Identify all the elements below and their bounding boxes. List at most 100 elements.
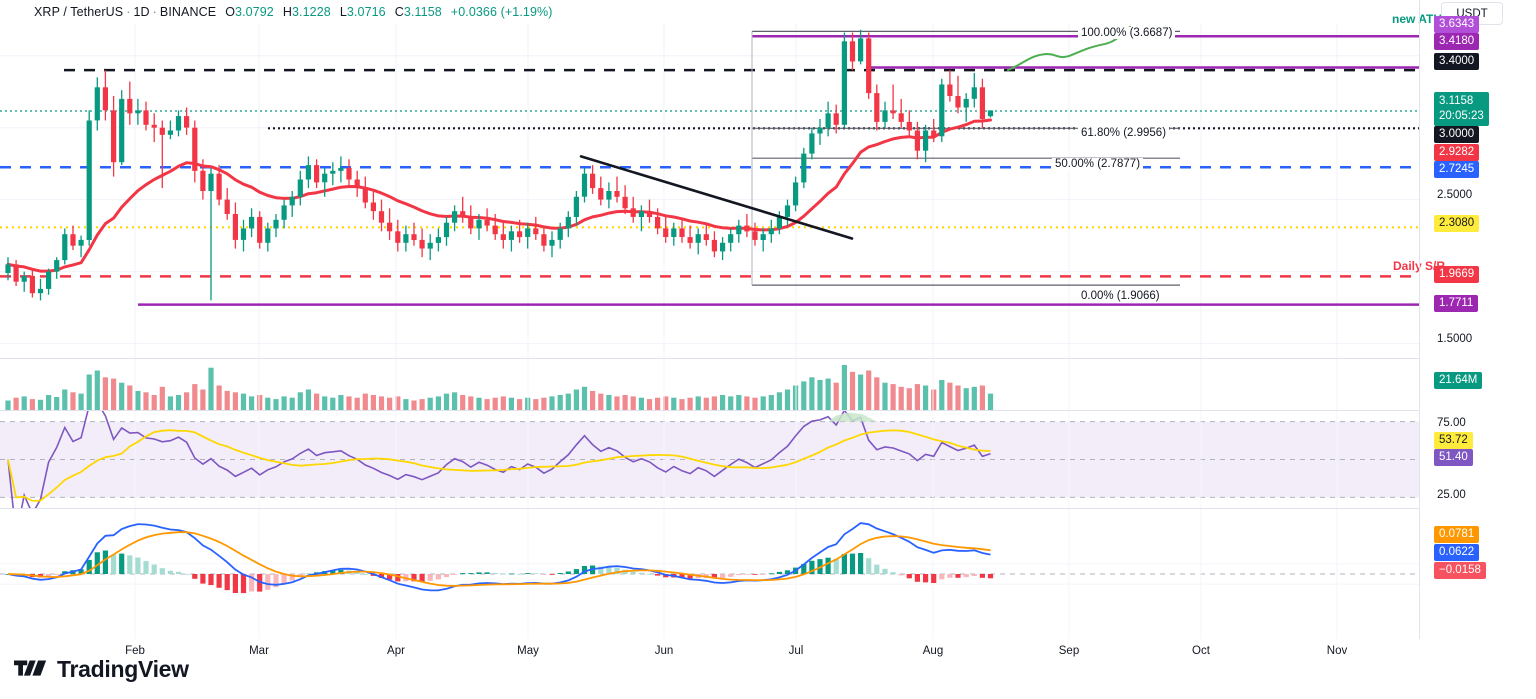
macd-axis-tag-0[interactable]: 0.0781: [1434, 526, 1480, 543]
macd-histogram-bar[interactable]: [184, 573, 190, 575]
macd-axis-tag-2[interactable]: −0.0158: [1434, 562, 1486, 579]
candle-body[interactable]: [987, 110, 994, 117]
candle-body[interactable]: [46, 271, 52, 289]
candle-body[interactable]: [557, 228, 563, 240]
macd-histogram-bar[interactable]: [127, 555, 133, 574]
volume-bar[interactable]: [346, 396, 352, 410]
volume-bar[interactable]: [5, 400, 11, 411]
macd-histogram-bar[interactable]: [565, 571, 571, 575]
macd-histogram-bar[interactable]: [305, 573, 311, 574]
volume-bar[interactable]: [768, 395, 774, 410]
macd-histogram-bar[interactable]: [492, 573, 498, 574]
price-axis-tag-5[interactable]: 2.9282: [1434, 144, 1480, 161]
volume-bar[interactable]: [21, 396, 27, 410]
candle-body[interactable]: [931, 130, 937, 137]
candle-body[interactable]: [614, 191, 620, 197]
candle-body[interactable]: [898, 113, 904, 122]
volume-bar[interactable]: [557, 395, 563, 410]
macd-histogram-bar[interactable]: [216, 574, 222, 588]
macd-histogram-bar[interactable]: [200, 574, 206, 584]
candle-body[interactable]: [167, 130, 173, 135]
volume-bar[interactable]: [736, 395, 742, 410]
candle-body[interactable]: [622, 196, 628, 209]
exchange-label[interactable]: BINANCE: [159, 5, 217, 19]
candle-body[interactable]: [468, 216, 474, 229]
candle-body[interactable]: [971, 87, 977, 99]
volume-pane[interactable]: [0, 359, 1419, 410]
macd-histogram-bar[interactable]: [330, 570, 336, 574]
macd-histogram-bar[interactable]: [143, 561, 149, 574]
rsi-pane[interactable]: [0, 411, 1419, 508]
candle-body[interactable]: [249, 216, 255, 229]
volume-bar[interactable]: [898, 386, 904, 410]
candle-body[interactable]: [695, 234, 701, 243]
candle-body[interactable]: [265, 228, 271, 243]
volume-bar[interactable]: [184, 392, 190, 410]
volume-bar[interactable]: [500, 396, 506, 410]
rsi-axis-tag-0[interactable]: 53.72: [1434, 432, 1473, 449]
macd-histogram-bar[interactable]: [111, 554, 117, 574]
volume-bar[interactable]: [590, 390, 596, 410]
volume-bar[interactable]: [752, 397, 758, 410]
volume-bar[interactable]: [533, 399, 539, 410]
candle-body[interactable]: [78, 239, 84, 246]
candle-body[interactable]: [517, 231, 523, 238]
candle-body[interactable]: [240, 228, 247, 240]
macd-histogram-bar[interactable]: [955, 574, 961, 578]
volume-bar[interactable]: [86, 374, 92, 411]
volume-bar[interactable]: [297, 392, 303, 410]
candle-body[interactable]: [801, 153, 807, 183]
candle-body[interactable]: [297, 179, 303, 197]
price-axis-tag-9[interactable]: 1.7711: [1434, 295, 1479, 312]
candle-body[interactable]: [102, 87, 108, 111]
candle-body[interactable]: [874, 93, 880, 122]
candle-body[interactable]: [314, 165, 320, 183]
candle-body[interactable]: [793, 182, 799, 206]
candle-body[interactable]: [21, 275, 27, 282]
candle-body[interactable]: [37, 288, 44, 294]
candle-body[interactable]: [979, 87, 985, 119]
volume-bar[interactable]: [655, 397, 661, 410]
macd-histogram-bar[interactable]: [809, 560, 815, 574]
macd-histogram-bar[interactable]: [362, 574, 368, 575]
volume-bar[interactable]: [484, 399, 490, 410]
candle-body[interactable]: [833, 113, 839, 125]
volume-bar[interactable]: [849, 371, 856, 410]
volume-bar[interactable]: [760, 396, 766, 410]
macd-histogram-bar[interactable]: [378, 574, 385, 578]
volume-bar[interactable]: [240, 393, 247, 410]
candle-body[interactable]: [387, 222, 393, 232]
candle-body[interactable]: [224, 199, 230, 214]
volume-bar[interactable]: [127, 385, 133, 411]
macd-histogram-bar[interactable]: [452, 574, 458, 575]
volume-bar[interactable]: [947, 382, 953, 410]
macd-histogram-bar[interactable]: [249, 574, 255, 592]
macd-histogram-bar[interactable]: [841, 553, 847, 574]
candle-body[interactable]: [630, 208, 636, 217]
candle-body[interactable]: [849, 41, 856, 62]
macd-histogram-bar[interactable]: [557, 573, 563, 574]
candle-body[interactable]: [841, 41, 847, 125]
candle-body[interactable]: [736, 225, 742, 235]
volume-bar[interactable]: [452, 392, 458, 410]
candle-body[interactable]: [54, 260, 60, 272]
macd-histogram-bar[interactable]: [882, 568, 888, 574]
candle-body[interactable]: [825, 113, 831, 128]
macd-histogram-bar[interactable]: [500, 573, 506, 575]
rsi-axis-tag-1[interactable]: 51.40: [1434, 449, 1473, 466]
volume-bar[interactable]: [963, 388, 969, 410]
macd-histogram-bar[interactable]: [752, 574, 758, 575]
volume-bar[interactable]: [143, 392, 149, 410]
macd-histogram-bar[interactable]: [606, 566, 612, 574]
volume-bar[interactable]: [987, 393, 994, 410]
candle-body[interactable]: [776, 216, 782, 229]
volume-bar[interactable]: [671, 397, 677, 410]
candle-body[interactable]: [581, 173, 588, 197]
candle-body[interactable]: [906, 121, 912, 131]
time-axis[interactable]: Feb Mar Apr May Jun Jul Aug Sep Oct Nov: [0, 639, 1536, 667]
volume-bar[interactable]: [622, 395, 628, 410]
macd-histogram-bar[interactable]: [720, 574, 726, 578]
volume-bar[interactable]: [232, 392, 238, 410]
candle-body[interactable]: [655, 216, 661, 229]
volume-bar[interactable]: [541, 397, 547, 410]
